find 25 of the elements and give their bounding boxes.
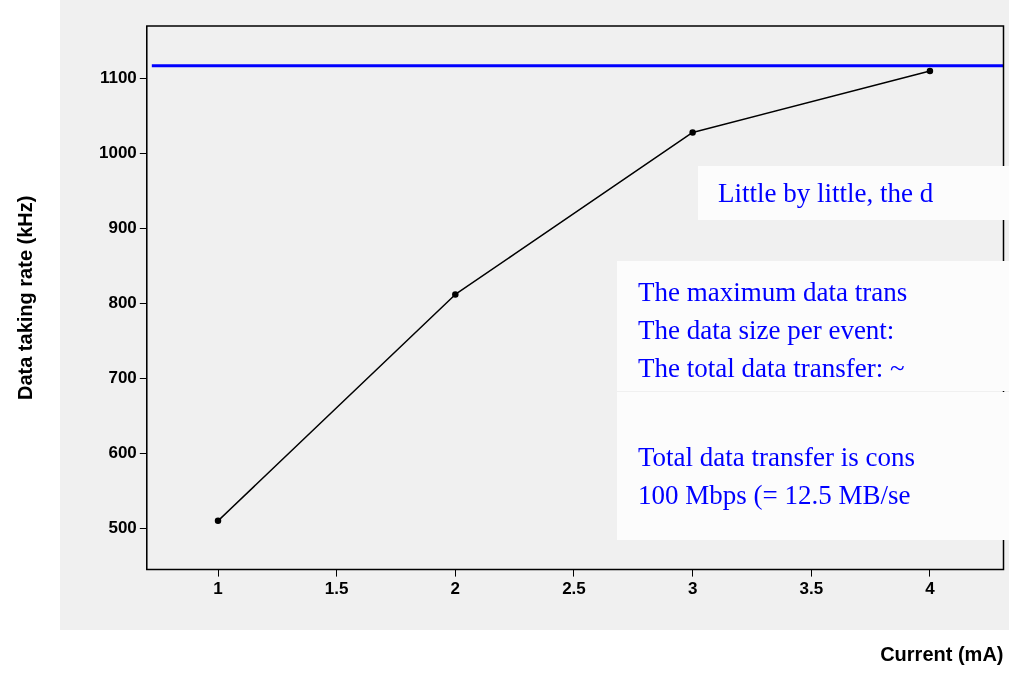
y-tick-label: 500 [108, 518, 137, 538]
text-panel: Total data transfer is cons 100 Mbps (= 12.5 MB/se [617, 392, 1009, 540]
text-panel: Little by little, the d [698, 166, 1009, 220]
y-tick-label: 1100 [99, 68, 137, 88]
annotation: The total data transfer: ~ [638, 352, 906, 385]
y-tick-label: 1000 [98, 143, 137, 163]
x-tick-label: 1.5 [324, 579, 349, 599]
annotation: The data size per event: [638, 314, 896, 347]
y-tick-label: 800 [108, 293, 137, 313]
x-tick-label: 4 [925, 579, 936, 599]
x-tick-label: 2.5 [562, 579, 586, 599]
annotation: The maximum data trans [638, 276, 909, 309]
x-tick-label: 1 [213, 579, 223, 599]
x-tick-label: 2 [450, 579, 461, 599]
annotation: Total data transfer is cons [638, 441, 916, 474]
text-panel: The maximum data trans The data size per event: The total data transfer: ~ [617, 261, 1009, 391]
y-tick-label: 600 [108, 443, 137, 463]
annotation: Little by little, the d [718, 177, 935, 210]
annotation: 100 Mbps (= 12.5 MB/se [638, 479, 912, 512]
y-axis-title: Data taking rate (kHz) [13, 195, 36, 401]
y-tick-label: 700 [108, 368, 137, 388]
y-tick-label: 900 [108, 218, 137, 238]
x-tick-label: 3.5 [799, 579, 824, 599]
x-axis-title: Current (mA) [880, 642, 1004, 665]
x-tick-label: 3 [687, 579, 698, 599]
